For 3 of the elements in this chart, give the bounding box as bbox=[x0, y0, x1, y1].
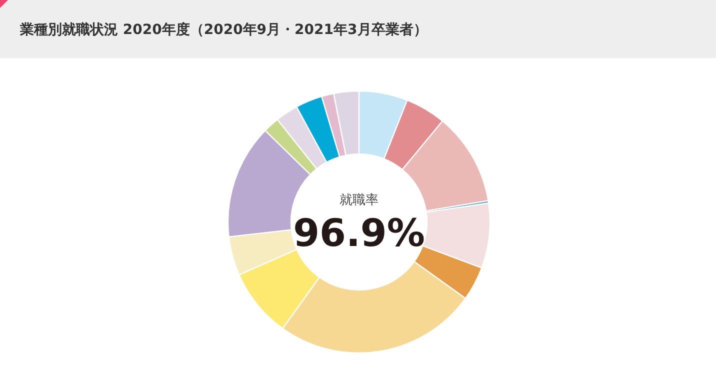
text: 就職率 bbox=[340, 192, 378, 208]
text: 96.9% bbox=[293, 211, 425, 255]
chart-title: 業種別就職状況 2020年度（2020年9月・2021年3月卒業者） bbox=[19, 21, 428, 38]
